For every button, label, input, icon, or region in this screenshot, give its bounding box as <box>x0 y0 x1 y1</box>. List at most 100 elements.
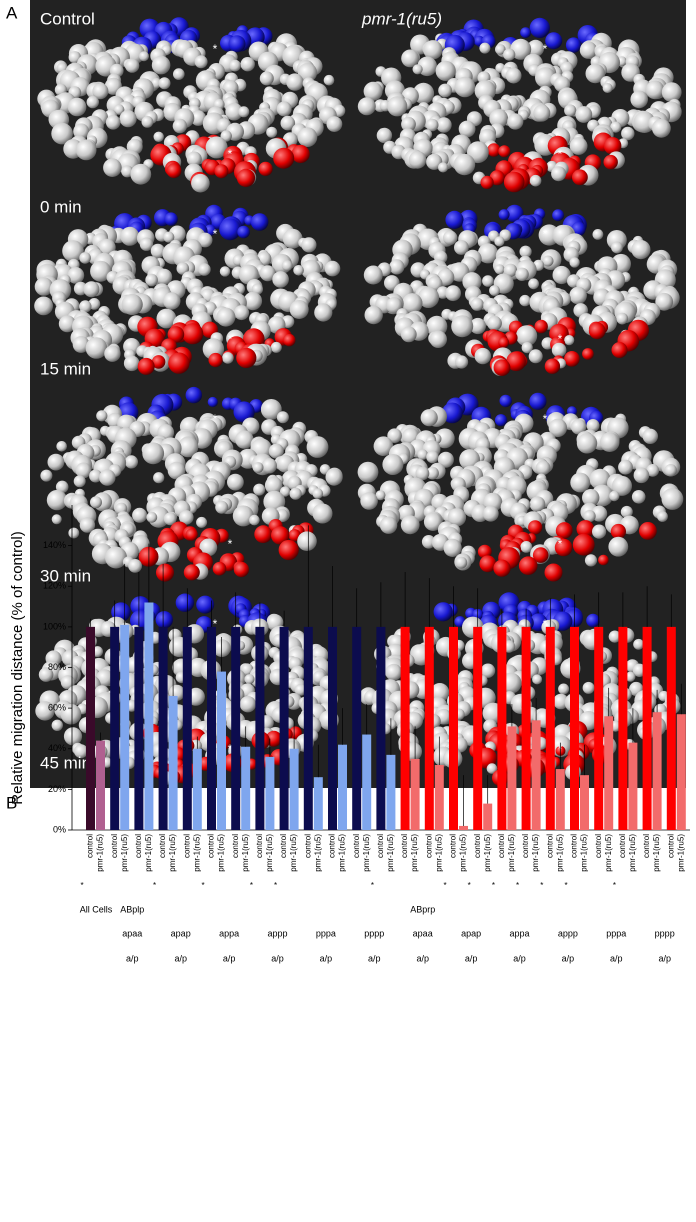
bar-label: pmr-1(ru5) <box>531 834 540 872</box>
cell <box>412 64 423 75</box>
cell <box>236 347 257 368</box>
cell <box>455 355 469 369</box>
bar <box>386 754 396 830</box>
cell <box>586 419 600 432</box>
cell <box>482 275 494 287</box>
cell <box>323 74 335 86</box>
significance-marker: * <box>153 881 156 890</box>
cell <box>480 175 494 189</box>
cell-label: apap <box>171 928 191 938</box>
bar-label: pmr-1(ru5) <box>265 834 274 872</box>
bar <box>289 748 299 830</box>
cell <box>163 231 175 243</box>
cell <box>183 564 200 581</box>
cell <box>207 396 218 408</box>
cell <box>222 352 234 364</box>
bar <box>313 777 323 830</box>
cell <box>430 683 450 702</box>
cell <box>325 468 343 486</box>
cell <box>425 118 439 132</box>
cell <box>505 67 522 84</box>
cell <box>401 49 419 68</box>
cell <box>130 163 152 185</box>
cell <box>493 559 511 577</box>
cell <box>447 508 467 527</box>
cell <box>611 342 628 358</box>
cell <box>552 265 571 285</box>
cell <box>121 165 134 178</box>
cell <box>83 281 100 298</box>
cell <box>610 121 622 133</box>
cell <box>569 286 587 305</box>
bar-label: pmr-1(ru5) <box>652 834 661 872</box>
cell <box>312 503 333 524</box>
cell <box>151 55 171 75</box>
bar-label: control <box>279 834 288 858</box>
side-label: a/p <box>174 953 187 963</box>
cell <box>168 352 190 374</box>
bar-label: control <box>521 834 530 858</box>
cell <box>51 719 63 731</box>
cell <box>173 68 185 80</box>
cell <box>294 684 307 696</box>
cell <box>375 490 386 501</box>
cell <box>572 169 588 186</box>
cell <box>433 602 453 622</box>
bar <box>652 712 662 830</box>
cell <box>599 432 620 453</box>
cell <box>544 358 561 374</box>
cell <box>518 556 538 575</box>
bar-label: control <box>303 834 312 858</box>
bar-label: control <box>110 834 119 858</box>
cell <box>75 462 92 479</box>
cell <box>534 319 548 334</box>
bar <box>279 626 289 830</box>
cell <box>631 240 651 260</box>
cell <box>576 520 595 538</box>
bar-label: control <box>642 834 651 858</box>
cell <box>454 76 476 98</box>
cell <box>225 102 243 121</box>
cell <box>286 73 304 91</box>
cell <box>244 674 255 685</box>
cell <box>62 240 84 262</box>
cell <box>532 674 543 685</box>
cell <box>487 143 501 157</box>
cell <box>545 32 563 50</box>
cell <box>79 300 92 313</box>
cell <box>46 489 68 511</box>
cell <box>551 166 567 182</box>
embryo-images: **************** <box>34 17 684 787</box>
bar <box>570 626 579 830</box>
cell <box>205 136 228 159</box>
cell <box>120 226 140 246</box>
cell <box>182 323 204 345</box>
cell <box>542 255 554 267</box>
cell <box>579 41 598 59</box>
cell <box>426 466 439 480</box>
bar <box>352 626 362 830</box>
cell <box>103 158 122 177</box>
cell <box>458 120 476 138</box>
cell <box>611 241 623 254</box>
side-label: a/p <box>562 953 575 963</box>
bar-label: control <box>473 834 482 858</box>
y-tick-label: 0% <box>53 824 66 834</box>
cell <box>232 505 254 527</box>
cell <box>51 514 62 525</box>
cell <box>196 516 208 528</box>
cell <box>535 460 551 476</box>
cell <box>153 131 164 142</box>
bar <box>217 671 226 830</box>
bar <box>86 626 95 830</box>
cell <box>34 277 54 296</box>
cell <box>219 218 242 241</box>
bar-label: control <box>400 834 409 858</box>
bar <box>303 626 313 830</box>
cell <box>124 455 138 469</box>
cell <box>529 496 546 512</box>
cell <box>655 292 674 311</box>
bar <box>545 626 555 830</box>
cell <box>233 561 249 578</box>
cell <box>177 436 199 458</box>
